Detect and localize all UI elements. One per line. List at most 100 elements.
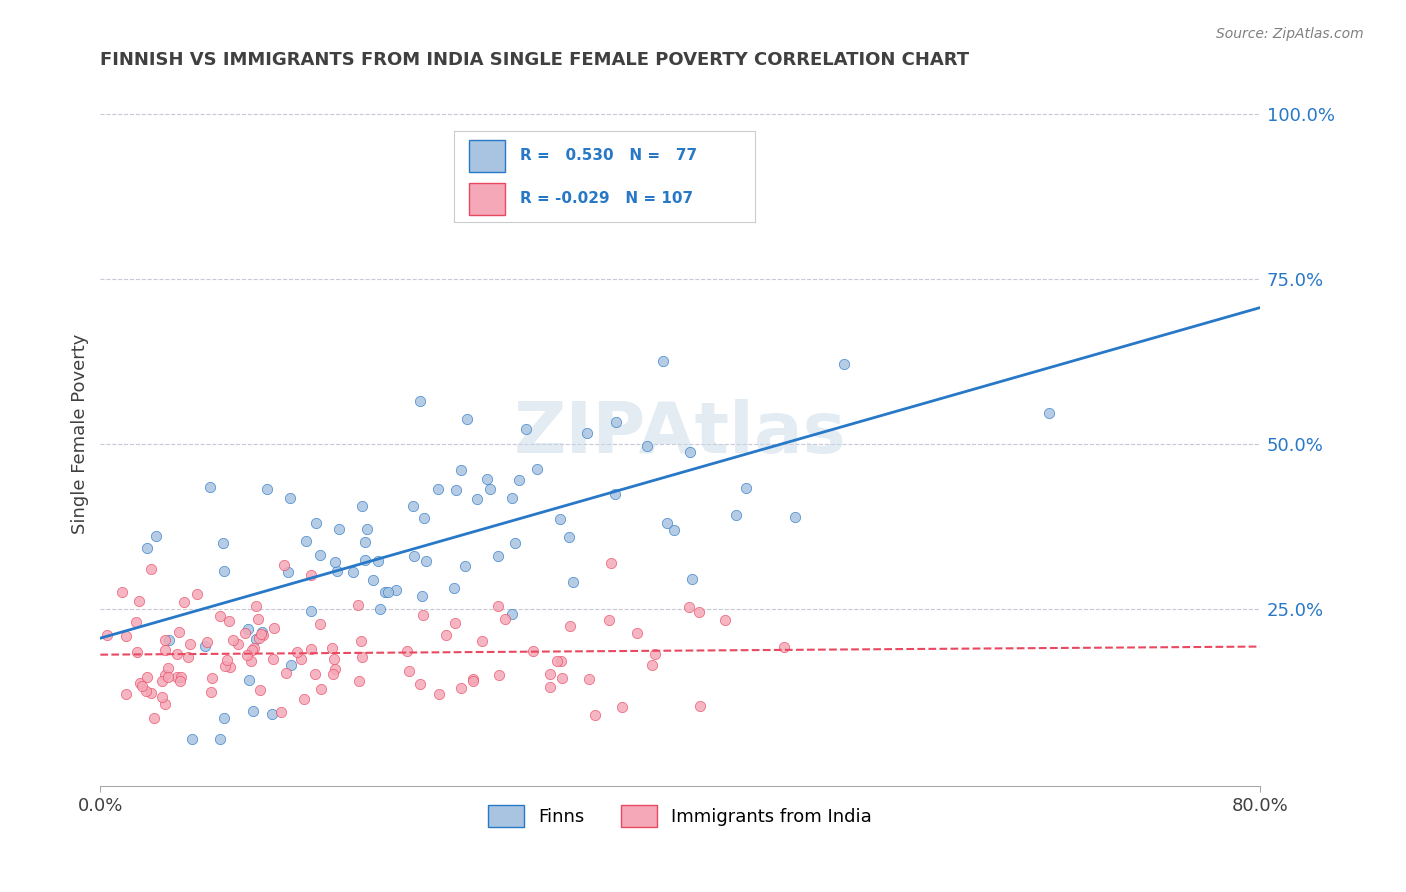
Point (598, 613, 620, 627)
Point (411, 590, 433, 604)
Point (208, 731, 231, 746)
Point (150, 674, 173, 689)
Point (309, 548, 332, 562)
Point (377, 584, 399, 599)
Point (526, 462, 548, 476)
Point (599, 556, 621, 570)
Point (136, 670, 159, 684)
Point (342, 565, 364, 579)
Point (350, 499, 373, 513)
Point (349, 634, 371, 648)
Point (247, 631, 270, 645)
Point (242, 641, 264, 656)
Point (186, 587, 208, 601)
Point (688, 606, 710, 620)
Point (246, 612, 269, 626)
Point (664, 523, 686, 537)
Point (322, 667, 344, 681)
Point (626, 625, 648, 640)
Point (155, 643, 177, 657)
Point (256, 482, 278, 496)
Point (785, 510, 807, 524)
Point (450, 463, 472, 477)
Point (129, 676, 152, 690)
Point (240, 643, 263, 657)
Point (167, 625, 190, 640)
Point (385, 583, 408, 598)
Point (652, 354, 675, 368)
Point (689, 699, 711, 714)
Point (503, 535, 526, 549)
Point (150, 690, 173, 705)
Point (125, 644, 148, 658)
Point (413, 511, 436, 525)
Point (546, 653, 568, 667)
Point (238, 673, 260, 687)
Point (501, 607, 523, 621)
Point (235, 626, 257, 640)
Point (679, 444, 702, 458)
Point (294, 534, 316, 549)
Point (465, 491, 488, 506)
Point (488, 668, 510, 682)
Point (226, 637, 249, 651)
Point (125, 615, 148, 630)
Point (292, 691, 315, 706)
Y-axis label: Single Female Poverty: Single Female Poverty (72, 334, 89, 534)
Point (486, 599, 509, 613)
Point (274, 666, 297, 681)
Point (136, 541, 159, 555)
Point (368, 602, 391, 616)
Point (478, 482, 501, 496)
Point (356, 522, 378, 536)
Point (538, 680, 561, 694)
Point (398, 664, 420, 678)
Point (644, 648, 666, 662)
Point (605, 415, 627, 429)
Point (153, 698, 176, 712)
Point (262, 707, 284, 722)
Point (508, 473, 530, 487)
Point (245, 632, 267, 646)
Point (321, 641, 343, 656)
Point (218, 614, 240, 628)
Point (166, 647, 188, 661)
Point (640, 657, 662, 672)
Point (427, 482, 450, 496)
Point (576, 426, 599, 441)
Point (501, 491, 523, 506)
Point (290, 652, 312, 666)
Point (304, 666, 326, 681)
Point (200, 685, 222, 699)
Point (412, 607, 434, 622)
Point (170, 670, 193, 684)
Point (263, 621, 285, 635)
Point (350, 649, 373, 664)
Point (454, 558, 477, 573)
Point (678, 599, 700, 614)
Point (434, 628, 457, 642)
Point (361, 573, 384, 587)
Point (131, 679, 153, 693)
Point (558, 618, 581, 632)
Point (772, 640, 794, 655)
Point (111, 585, 134, 599)
Point (211, 536, 233, 550)
Point (139, 686, 162, 700)
Point (299, 567, 322, 582)
Point (735, 482, 758, 496)
Point (471, 633, 494, 648)
Point (551, 671, 574, 685)
Point (409, 393, 432, 408)
Text: Source: ZipAtlas.com: Source: ZipAtlas.com (1216, 27, 1364, 41)
Point (655, 516, 678, 530)
Point (402, 549, 425, 564)
Point (273, 558, 295, 573)
Point (463, 674, 485, 689)
Point (214, 564, 236, 578)
Legend: Finns, Immigrants from India: Finns, Immigrants from India (481, 797, 879, 834)
Point (217, 653, 239, 667)
Point (605, 487, 627, 501)
Point (157, 632, 180, 647)
Point (180, 731, 202, 746)
